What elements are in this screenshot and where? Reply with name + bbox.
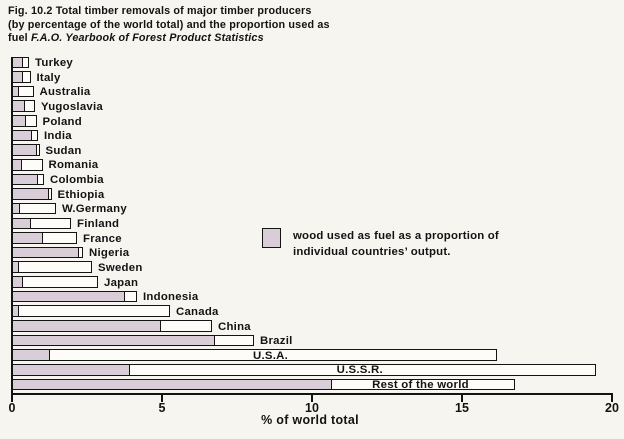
- figure-caption: Fig. 10.2 Total timber removals of major…: [8, 5, 330, 46]
- bar-fuel-u-s-s-r-: [11, 363, 130, 376]
- bar-label: Turkey: [35, 57, 74, 69]
- bar-label: Rest of the world: [372, 379, 469, 392]
- bar-label: Brazil: [260, 335, 293, 348]
- bar-label: Canada: [176, 305, 219, 318]
- x-axis-tick-15: [461, 395, 463, 402]
- bar-label: Italy: [36, 71, 61, 84]
- bar-fuel-ethiopia: [11, 188, 49, 200]
- bar-fuel-china: [11, 320, 161, 332]
- bar-label: Finland: [77, 218, 120, 231]
- caption-line-2: (by percentage of the world total) and t…: [8, 18, 330, 31]
- bar-label: Sudan: [45, 144, 82, 157]
- bar-fuel-u-s-a-: [11, 349, 50, 361]
- bar-total-canada: [11, 305, 170, 317]
- bar-fuel-india: [11, 129, 32, 142]
- legend-fuel-swatch: [262, 228, 281, 248]
- bar-label: W.Germany: [62, 203, 127, 216]
- bar-label: Romania: [48, 159, 99, 172]
- legend-text: wood used as fuel as a proportion of ind…: [293, 229, 499, 261]
- caption-source-reference: F.A.O. Yearbook of Forest Product Statis…: [30, 32, 264, 45]
- bar-fuel-nigeria: [11, 246, 79, 259]
- bar-label: Yugoslavia: [41, 100, 104, 113]
- bar-fuel-colombia: [11, 173, 38, 186]
- bar-label: France: [83, 232, 122, 245]
- bar-total-japan: [11, 276, 98, 288]
- bar-label: Ethiopia: [57, 188, 105, 201]
- bar-label: Japan: [104, 276, 139, 289]
- bar-fuel-rest-of-the-world: [11, 378, 332, 391]
- legend-line-2: individual countries’ output.: [293, 245, 451, 258]
- bar-fuel-sudan: [11, 144, 37, 156]
- x-axis-tick-5: [161, 395, 163, 402]
- bar-label: Australia: [39, 86, 91, 99]
- bar-label: U.S.S.R.: [336, 364, 383, 377]
- bar-fuel-france: [11, 232, 43, 244]
- caption-line-3: fuel F.A.O. Yearbook of Forest Product S…: [8, 32, 330, 46]
- caption-line-1: Fig. 10.2 Total timber removals of major…: [8, 5, 312, 17]
- bar-label: Colombia: [50, 174, 104, 187]
- bar-label: China: [218, 320, 251, 333]
- bar-label: Poland: [42, 115, 82, 128]
- x-axis-line: [11, 393, 613, 396]
- legend-line-1: wood used as fuel as a proportion of: [293, 230, 499, 242]
- x-axis-tick-10: [311, 395, 313, 402]
- bar-fuel-poland: [11, 115, 26, 127]
- x-axis-tick-label-0: 0: [8, 401, 16, 416]
- x-axis-tick-20: [611, 395, 613, 402]
- x-axis-tick-label-5: 5: [158, 401, 166, 416]
- bar-label: Nigeria: [89, 247, 130, 260]
- bar-total-sweden: [11, 261, 92, 274]
- bar-fuel-indonesia: [11, 290, 125, 303]
- x-axis-title: % of world total: [261, 413, 359, 427]
- bar-fuel-finland: [11, 217, 31, 230]
- x-axis-tick-label-20: 20: [605, 401, 619, 416]
- bar-label: Indonesia: [143, 291, 199, 304]
- bar-label: India: [44, 130, 72, 143]
- bar-label: U.S.A.: [252, 349, 289, 362]
- x-axis-tick-label-10: 10: [305, 401, 319, 416]
- y-axis-line: [11, 56, 13, 396]
- x-axis-tick-label-15: 15: [455, 401, 469, 416]
- x-axis-tick-0: [11, 395, 13, 402]
- bar-fuel-yugoslavia: [11, 100, 25, 112]
- bar-fuel-brazil: [11, 334, 215, 347]
- bar-label: Sweden: [98, 261, 143, 274]
- caption-fuel-word: fuel: [8, 32, 31, 45]
